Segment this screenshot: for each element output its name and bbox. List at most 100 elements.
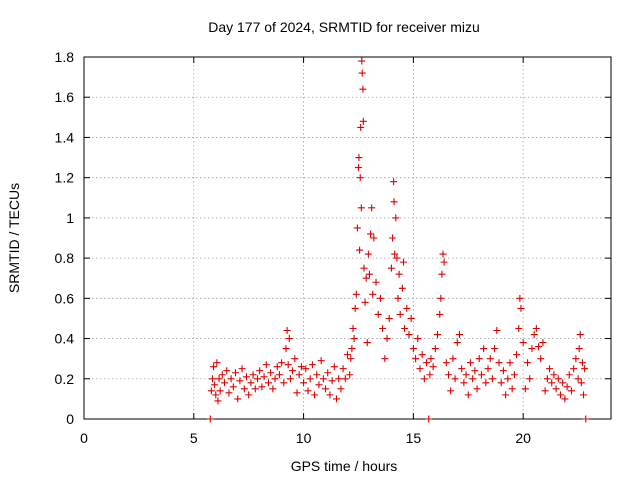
data-point xyxy=(240,385,248,393)
data-point xyxy=(506,359,514,367)
data-point xyxy=(221,379,229,387)
data-point xyxy=(519,339,527,347)
data-point xyxy=(370,234,378,242)
data-point xyxy=(438,270,446,278)
data-point xyxy=(451,375,459,383)
data-point xyxy=(442,359,450,367)
data-point xyxy=(495,359,503,367)
data-point xyxy=(210,363,218,371)
data-point xyxy=(567,387,575,395)
y-tick-label: 1.2 xyxy=(55,170,75,186)
data-point xyxy=(471,367,479,375)
data-point xyxy=(473,385,481,393)
data-point xyxy=(284,361,292,369)
data-point xyxy=(493,327,501,335)
data-point xyxy=(223,367,231,375)
data-point xyxy=(315,381,323,389)
data-point xyxy=(577,379,585,387)
data-point xyxy=(285,335,293,343)
data-point xyxy=(412,355,420,363)
data-point xyxy=(359,117,367,125)
data-point xyxy=(546,365,554,373)
y-tick-label: 0.2 xyxy=(55,371,75,387)
data-point xyxy=(360,264,368,272)
data-point xyxy=(347,355,355,363)
y-tick-label: 1 xyxy=(66,210,74,226)
data-point xyxy=(502,391,510,399)
data-point xyxy=(550,371,558,379)
data-point xyxy=(211,381,219,389)
data-point xyxy=(563,383,571,391)
data-point xyxy=(300,379,308,387)
data-point xyxy=(440,258,448,266)
data-point xyxy=(429,363,437,371)
y-axis-label: SRMTID / TECUs xyxy=(6,183,22,293)
data-point xyxy=(358,69,366,77)
data-point xyxy=(427,355,435,363)
data-point xyxy=(425,415,433,423)
data-point xyxy=(552,385,560,393)
data-point xyxy=(396,310,404,318)
chart-title: Day 177 of 2024, SRMTID for receiver miz… xyxy=(208,19,480,35)
data-point xyxy=(517,304,525,312)
data-point xyxy=(249,371,257,379)
data-point xyxy=(353,224,361,232)
data-point xyxy=(374,310,382,318)
data-point xyxy=(355,154,363,162)
data-point xyxy=(390,198,398,206)
x-tick-label: 0 xyxy=(80,430,88,446)
data-point xyxy=(357,123,365,131)
data-point xyxy=(431,345,439,353)
data-point xyxy=(447,387,455,395)
data-point xyxy=(453,339,461,347)
y-tick-label: 1.4 xyxy=(55,129,75,145)
y-tick-label: 0.8 xyxy=(55,250,75,266)
data-point xyxy=(238,365,246,373)
data-point xyxy=(535,343,543,351)
data-point xyxy=(499,367,507,375)
data-point xyxy=(225,389,233,397)
data-point xyxy=(350,335,358,343)
data-point xyxy=(418,351,426,359)
data-point xyxy=(420,375,428,383)
data-point xyxy=(333,395,341,403)
data-point xyxy=(286,375,294,383)
data-point xyxy=(486,355,494,363)
data-point xyxy=(283,327,291,335)
data-point xyxy=(436,310,444,318)
data-point xyxy=(383,335,391,343)
data-point xyxy=(575,345,583,353)
y-tick-label: 1.6 xyxy=(55,89,75,105)
data-point xyxy=(306,375,314,383)
data-point xyxy=(582,415,590,423)
data-point xyxy=(559,379,567,387)
data-point xyxy=(439,250,447,258)
data-point xyxy=(269,385,277,393)
data-point xyxy=(524,359,532,367)
x-tick-label: 5 xyxy=(190,430,198,446)
data-point xyxy=(464,391,472,399)
data-point xyxy=(369,290,377,298)
data-point xyxy=(510,371,518,379)
data-point xyxy=(477,371,485,379)
data-point xyxy=(247,379,255,387)
data-point xyxy=(324,369,332,377)
data-point xyxy=(445,371,453,379)
data-point xyxy=(214,397,222,405)
data-point xyxy=(393,254,401,262)
data-point xyxy=(351,304,359,312)
data-point xyxy=(304,387,312,395)
data-point xyxy=(271,375,279,383)
data-point xyxy=(362,274,370,282)
data-point xyxy=(548,379,556,387)
data-point xyxy=(372,278,380,286)
data-point xyxy=(256,367,264,375)
data-point xyxy=(293,389,301,397)
data-point xyxy=(264,379,272,387)
data-point xyxy=(356,174,364,182)
y-tick-label: 0 xyxy=(66,411,74,427)
data-point xyxy=(368,204,376,212)
data-point xyxy=(578,359,586,367)
data-point xyxy=(561,395,569,403)
data-point xyxy=(395,270,403,278)
